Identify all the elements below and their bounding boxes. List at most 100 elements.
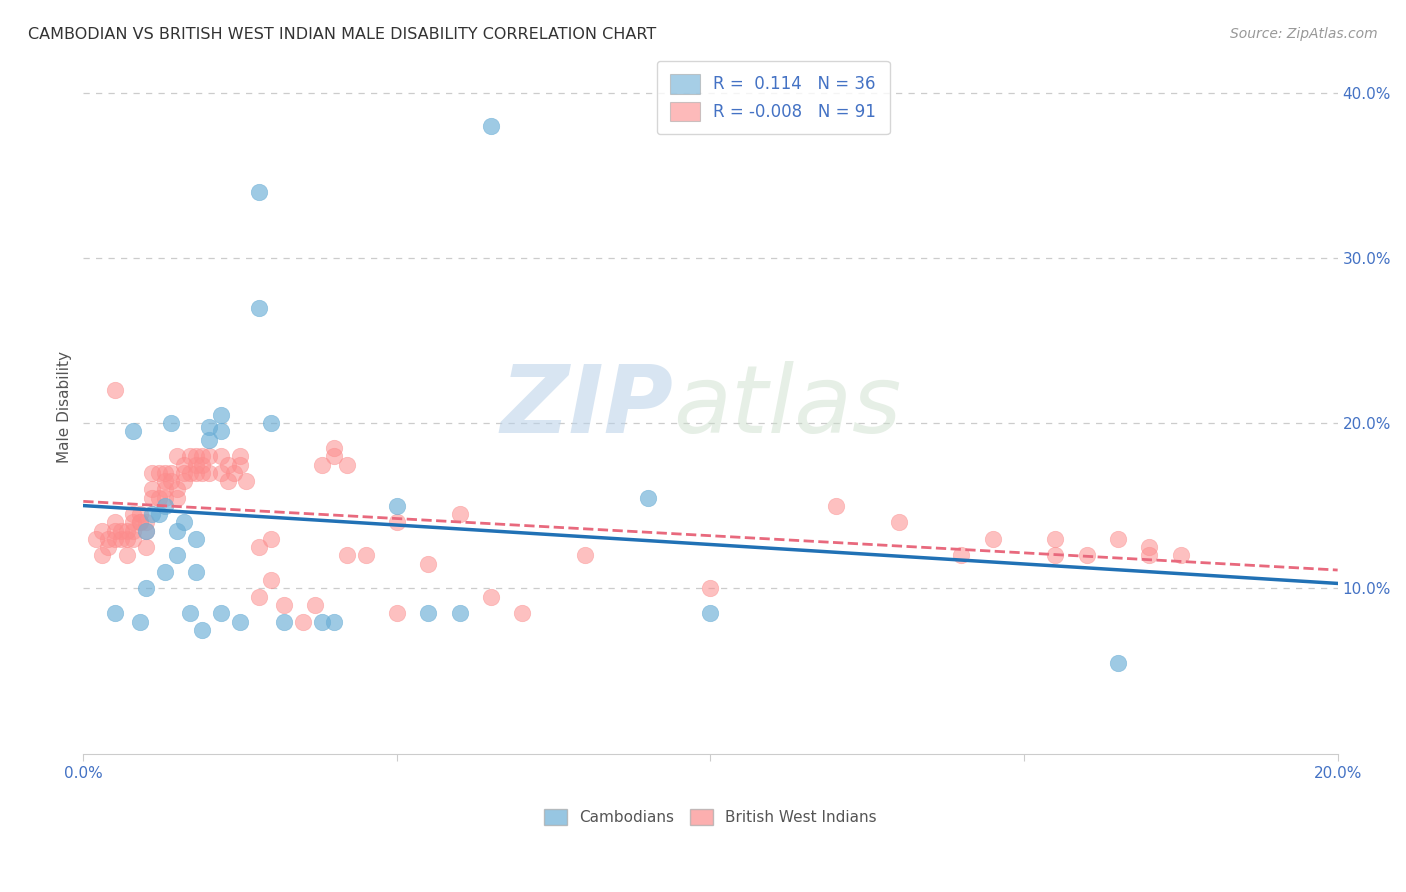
Point [574, 549, 596, 563]
Point [510, 607, 533, 621]
Point [160, 416, 183, 430]
Point [1170, 549, 1192, 563]
Point [122, 532, 145, 546]
Point [637, 491, 659, 505]
Point [128, 615, 150, 629]
Point [1045, 549, 1067, 563]
Point [354, 549, 377, 563]
Point [385, 516, 408, 530]
Point [153, 474, 176, 488]
Point [135, 540, 157, 554]
Point [173, 474, 195, 488]
Point [186, 532, 208, 546]
Point [97, 532, 120, 546]
Point [209, 607, 232, 621]
Point [186, 565, 208, 579]
Point [153, 499, 176, 513]
Point [209, 449, 232, 463]
Point [148, 507, 170, 521]
Legend: Cambodians, British West Indians: Cambodians, British West Indians [538, 803, 883, 831]
Point [247, 185, 270, 199]
Point [148, 491, 170, 505]
Point [191, 449, 214, 463]
Point [128, 516, 150, 530]
Text: atlas: atlas [673, 361, 901, 452]
Point [141, 507, 163, 521]
Point [153, 565, 176, 579]
Point [229, 615, 252, 629]
Point [209, 466, 232, 480]
Point [323, 615, 346, 629]
Point [273, 598, 295, 612]
Point [336, 549, 359, 563]
Point [1139, 540, 1161, 554]
Point [153, 491, 176, 505]
Point [122, 425, 145, 439]
Point [311, 458, 333, 472]
Point [84, 532, 107, 546]
Point [247, 540, 270, 554]
Point [336, 458, 359, 472]
Point [179, 607, 201, 621]
Point [104, 383, 127, 397]
Point [981, 532, 1004, 546]
Point [191, 466, 214, 480]
Point [229, 458, 252, 472]
Point [209, 425, 232, 439]
Point [229, 449, 252, 463]
Y-axis label: Male Disability: Male Disability [58, 351, 72, 463]
Point [104, 532, 127, 546]
Point [1076, 549, 1098, 563]
Point [887, 516, 910, 530]
Point [166, 491, 188, 505]
Point [186, 449, 208, 463]
Point [304, 598, 326, 612]
Point [166, 449, 188, 463]
Point [160, 474, 183, 488]
Point [128, 516, 150, 530]
Point [135, 516, 157, 530]
Point [141, 483, 163, 497]
Point [699, 607, 721, 621]
Point [197, 419, 219, 434]
Point [311, 615, 333, 629]
Point [91, 524, 114, 538]
Point [260, 532, 283, 546]
Point [173, 458, 195, 472]
Point [153, 483, 176, 497]
Text: Source: ZipAtlas.com: Source: ZipAtlas.com [1230, 27, 1378, 41]
Point [186, 458, 208, 472]
Point [141, 466, 163, 480]
Point [191, 458, 214, 472]
Point [141, 491, 163, 505]
Point [217, 458, 239, 472]
Point [173, 466, 195, 480]
Point [950, 549, 973, 563]
Point [179, 466, 201, 480]
Point [197, 433, 219, 447]
Point [166, 524, 188, 538]
Point [104, 607, 127, 621]
Point [135, 524, 157, 538]
Point [173, 516, 195, 530]
Point [110, 532, 132, 546]
Point [179, 449, 201, 463]
Point [247, 590, 270, 604]
Point [115, 524, 138, 538]
Point [197, 466, 219, 480]
Point [104, 516, 127, 530]
Point [1107, 532, 1129, 546]
Point [418, 557, 440, 571]
Point [110, 524, 132, 538]
Point [273, 615, 295, 629]
Point [449, 607, 471, 621]
Point [699, 582, 721, 596]
Point [160, 466, 183, 480]
Point [479, 590, 502, 604]
Point [122, 524, 145, 538]
Point [323, 441, 346, 455]
Point [222, 466, 245, 480]
Point [191, 623, 214, 637]
Point [97, 540, 120, 554]
Point [418, 607, 440, 621]
